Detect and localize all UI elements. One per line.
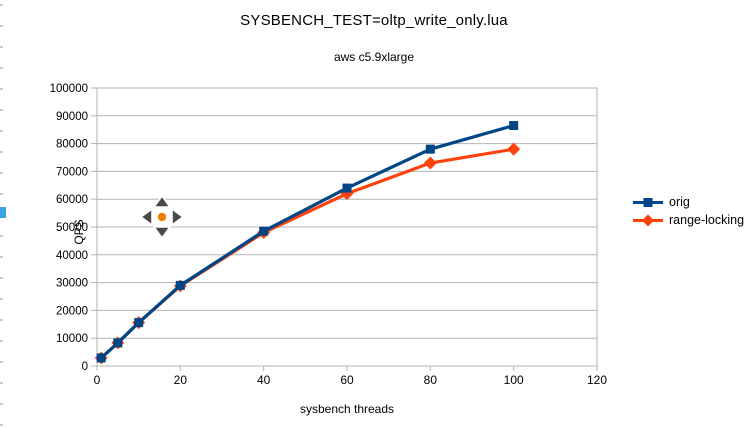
y-tick-label: 60000 bbox=[56, 194, 88, 206]
legend-swatch-range-locking-icon bbox=[633, 214, 663, 227]
y-axis-title: QPS bbox=[72, 219, 86, 245]
y-tick-label: 30000 bbox=[56, 278, 88, 290]
y-tick-label: 40000 bbox=[56, 250, 88, 262]
data-point-marker bbox=[259, 226, 269, 236]
x-tick-label: 60 bbox=[340, 373, 354, 387]
data-point-marker bbox=[113, 338, 123, 348]
legend-item-orig: orig bbox=[633, 196, 744, 209]
legend-swatch-orig-icon bbox=[633, 198, 663, 207]
series-orig bbox=[96, 121, 519, 363]
data-point-marker bbox=[342, 183, 352, 193]
series-range-locking bbox=[94, 142, 521, 365]
data-point-marker bbox=[425, 144, 435, 154]
y-tick-label: 100000 bbox=[50, 83, 88, 95]
data-point-marker bbox=[175, 280, 185, 290]
y-tick-label: 10000 bbox=[56, 333, 88, 345]
x-axis-title: sysbench threads bbox=[299, 402, 395, 416]
chart-title: SYSBENCH_TEST=oltp_write_only.lua bbox=[240, 12, 508, 29]
legend: orig range-locking bbox=[633, 196, 744, 227]
legend-item-range-locking: range-locking bbox=[633, 214, 744, 227]
x-tick-label: 100 bbox=[504, 373, 524, 387]
y-tick-label: 20000 bbox=[56, 305, 88, 317]
y-tick-label: 70000 bbox=[56, 166, 88, 178]
chart-subtitle: aws c5.9xlarge bbox=[333, 50, 415, 64]
data-point-marker bbox=[96, 353, 106, 363]
data-point-marker bbox=[507, 142, 521, 156]
x-tick-label: 40 bbox=[257, 373, 271, 387]
data-point-marker bbox=[509, 121, 519, 131]
legend-label-orig: orig bbox=[669, 195, 690, 209]
legend-label-range-locking: range-locking bbox=[669, 213, 745, 227]
y-tick-label: 50000 bbox=[56, 222, 88, 234]
y-tick-label: 80000 bbox=[56, 139, 88, 151]
x-tick-label: 20 bbox=[174, 373, 188, 387]
y-tick-label: 90000 bbox=[56, 111, 88, 123]
series-range-locking-line bbox=[100, 147, 514, 360]
y-tick-label: 0 bbox=[82, 361, 88, 373]
x-tick-label: 80 bbox=[424, 373, 438, 387]
x-tick-label: 0 bbox=[94, 373, 101, 387]
data-point-marker bbox=[134, 318, 144, 328]
x-tick-label: 120 bbox=[587, 373, 607, 387]
left-edge-scroll-marker bbox=[0, 207, 6, 218]
data-point-marker bbox=[423, 156, 437, 170]
